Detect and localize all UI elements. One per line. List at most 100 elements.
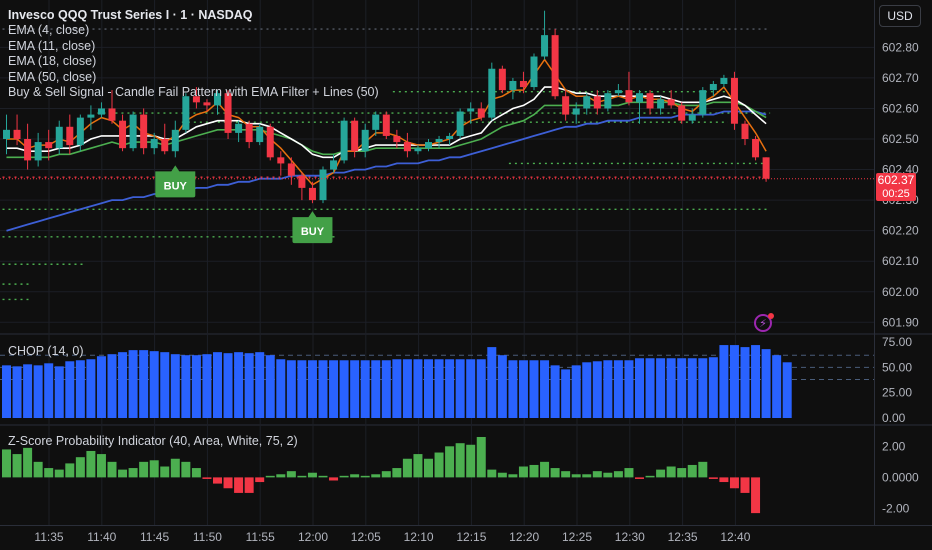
zscore-bar	[719, 477, 729, 483]
candle-body	[319, 169, 327, 201]
chop-bar	[170, 354, 180, 418]
x-tick-label: 12:20	[509, 530, 539, 544]
chop-bar	[286, 360, 296, 418]
ema50-legend[interactable]: EMA (50, close)	[8, 69, 97, 84]
candle-body	[488, 68, 496, 118]
chop-bar	[318, 360, 328, 418]
candle-body	[361, 129, 369, 152]
candle-body	[351, 120, 359, 152]
zscore-bar	[128, 468, 138, 478]
candle-body	[730, 77, 738, 124]
chop-bar	[2, 365, 11, 418]
x-tick-label: 12:35	[668, 530, 698, 544]
candle-body	[192, 96, 200, 103]
candle-body	[66, 126, 74, 146]
chop-bar	[75, 360, 85, 418]
buy-signal-label: BUY	[301, 226, 325, 238]
chop-bar	[751, 345, 761, 418]
lightning-icon[interactable]: ⚡	[754, 313, 774, 332]
candle-body	[667, 99, 675, 106]
chop-bar	[128, 350, 138, 418]
zscore-y-tick-label: 2.00	[882, 439, 906, 453]
zscore-bar	[44, 468, 54, 478]
candle-body	[741, 123, 749, 140]
ema4-legend[interactable]: EMA (4, close)	[8, 23, 90, 38]
chop-bar	[350, 360, 360, 418]
chop-bar	[445, 359, 455, 418]
zscore-pane-label[interactable]: Z-Score Probability Indicator (40, Area,…	[8, 434, 298, 448]
chop-bar	[265, 355, 275, 418]
y-tick-label: 602.20	[882, 224, 919, 238]
candle-body	[720, 77, 728, 85]
chop-bar	[44, 363, 54, 418]
candle-body	[646, 93, 654, 109]
zscore-bar	[329, 477, 339, 481]
zscore-bar	[350, 474, 360, 478]
chop-bar	[23, 364, 33, 418]
zscore-bar	[297, 475, 307, 478]
ema18-legend[interactable]: EMA (18, close)	[8, 54, 97, 69]
x-tick-label: 11:45	[140, 530, 169, 544]
candle-body	[308, 187, 316, 201]
buy-signal-box	[292, 211, 333, 244]
candle-body	[467, 108, 475, 112]
zscore-bar	[96, 454, 106, 478]
zscore-bar	[286, 471, 296, 478]
candle-body	[330, 160, 338, 170]
chop-bar	[202, 354, 212, 418]
chop-pane-label[interactable]: CHOP (14, 0)	[8, 344, 84, 358]
zscore-bar	[12, 454, 22, 478]
signal-legend[interactable]: Buy & Sell Signal - Candle Fail Pattern …	[8, 85, 379, 100]
candle-body	[425, 142, 432, 149]
zscore-bar	[276, 474, 286, 478]
zscore-bar	[518, 466, 528, 478]
candle-body	[657, 99, 665, 109]
zscore-bar	[561, 471, 571, 478]
y-tick-label: 602.80	[882, 40, 919, 54]
currency-button[interactable]: USD	[879, 5, 921, 27]
zscore-bar	[751, 477, 761, 514]
chop-bar	[729, 345, 739, 418]
chop-bar	[255, 352, 265, 418]
zscore-bar	[508, 474, 518, 478]
zscore-bar	[339, 475, 349, 478]
candle-body	[119, 120, 127, 149]
zscore-bar	[413, 454, 423, 478]
x-tick-label: 11:40	[87, 530, 116, 544]
zscore-bar	[75, 457, 85, 478]
chop-bar	[603, 360, 613, 418]
chop-y-tick-label: 25.00	[882, 386, 912, 400]
zscore-bar	[170, 458, 180, 478]
candle-body	[3, 129, 10, 140]
zscore-bar	[424, 458, 433, 478]
chop-bar	[782, 362, 792, 418]
candle-body	[709, 84, 717, 91]
chop-bar	[772, 355, 782, 418]
last-price-tag: 602.37 00:25	[876, 173, 916, 201]
candle-body	[34, 142, 42, 161]
y-tick-label: 602.10	[882, 254, 919, 268]
zscore-bar	[603, 472, 613, 478]
zscore-bar	[360, 475, 370, 478]
ema11-legend[interactable]: EMA (11, close)	[8, 38, 96, 53]
candle-body	[298, 175, 306, 188]
x-tick-label: 11:35	[34, 530, 63, 544]
candle-body	[24, 139, 32, 161]
candle-body	[203, 102, 211, 106]
candle-body	[752, 139, 760, 158]
candle-body	[87, 114, 95, 118]
chop-bar	[571, 365, 581, 418]
zscore-y-tick-label: 0.0000	[882, 470, 919, 484]
zscore-y-tick-label: -2.00	[882, 501, 910, 515]
chop-bar	[307, 360, 317, 418]
zscore-bar	[497, 472, 507, 478]
chop-bar	[371, 360, 381, 418]
buy-signal-label: BUY	[164, 180, 188, 192]
candle-body	[256, 126, 264, 143]
zscore-bar	[392, 468, 402, 478]
x-tick-label: 12:05	[351, 530, 381, 544]
chop-label: CHOP (14, 0)	[8, 344, 84, 358]
zscore-bar	[592, 471, 602, 478]
symbol-title[interactable]: Invesco QQQ Trust Series I · 1 · NASDAQ	[8, 8, 253, 22]
